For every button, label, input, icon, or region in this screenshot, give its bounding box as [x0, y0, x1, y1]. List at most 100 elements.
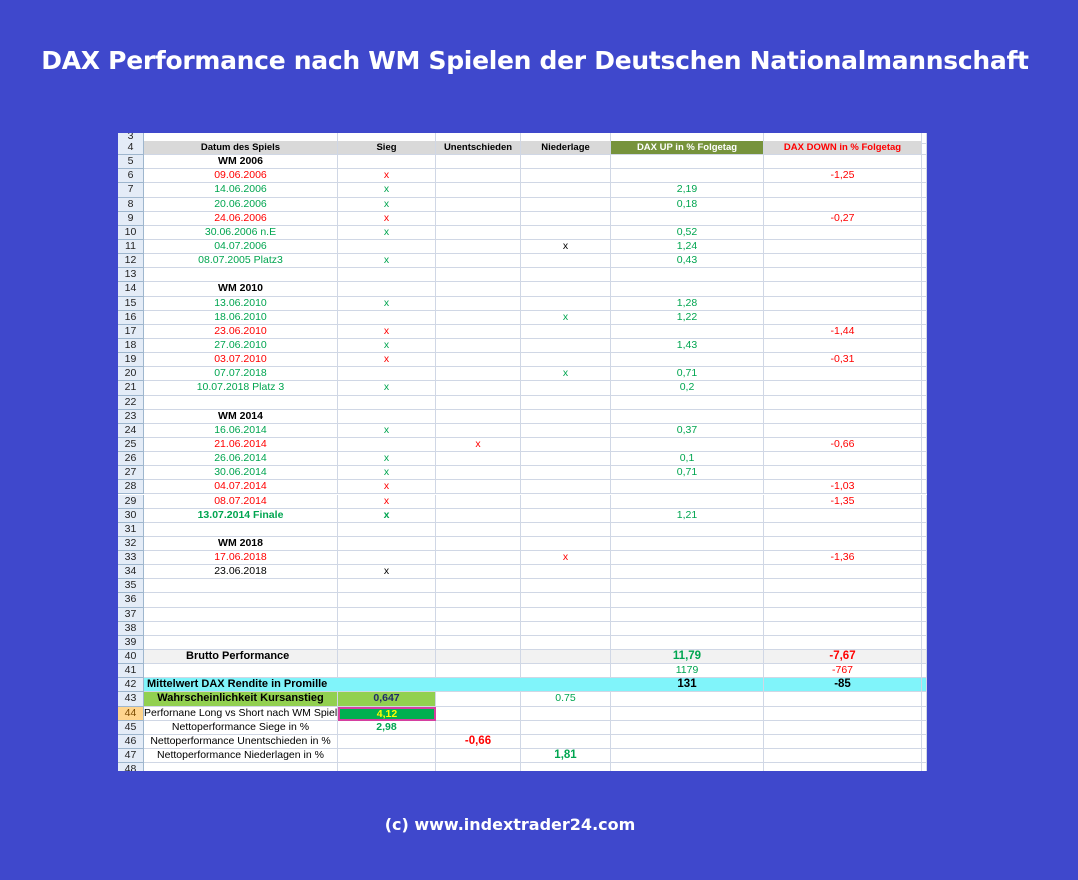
cell-extra[interactable]	[922, 664, 927, 679]
cell-win[interactable]: x	[338, 494, 436, 509]
cell-loss[interactable]: x	[521, 310, 611, 325]
cell-dax-down[interactable]	[764, 296, 922, 311]
cell-date[interactable]: 08.07.2005 Platz3	[144, 254, 338, 269]
cell-dax-down[interactable]: -0,31	[764, 353, 922, 368]
cell-date[interactable]: 08.07.2014	[144, 494, 338, 509]
row-number[interactable]: 37	[118, 607, 144, 622]
cell-loss[interactable]	[521, 296, 611, 311]
cell-extra[interactable]	[922, 706, 927, 721]
cell-extra[interactable]	[922, 169, 927, 184]
row-number[interactable]: 17	[118, 324, 144, 339]
cell-win[interactable]	[338, 268, 436, 283]
cell-win[interactable]	[338, 395, 436, 410]
cell-win[interactable]: x	[338, 381, 436, 396]
cell-extra[interactable]	[922, 579, 927, 594]
cell-dax-up[interactable]	[611, 522, 764, 537]
row-number[interactable]: 46	[118, 734, 144, 749]
cell-loss[interactable]	[521, 607, 611, 622]
row-number[interactable]: 20	[118, 367, 144, 382]
cell-date[interactable]: WM 2006	[144, 155, 338, 170]
cell-draw[interactable]	[436, 155, 521, 170]
cell-draw[interactable]	[436, 225, 521, 240]
cell-extra[interactable]	[922, 254, 927, 269]
cell-win[interactable]	[338, 621, 436, 636]
row-number[interactable]: 15	[118, 296, 144, 311]
cell-loss[interactable]	[521, 734, 611, 749]
row-number[interactable]: 4	[118, 141, 144, 156]
cell-win[interactable]: x	[338, 225, 436, 240]
cell-dax-down[interactable]	[764, 225, 922, 240]
cell-loss[interactable]	[521, 353, 611, 368]
cell-win[interactable]	[338, 155, 436, 170]
row-number[interactable]: 7	[118, 183, 144, 198]
cell-win[interactable]: x	[338, 254, 436, 269]
cell-draw[interactable]	[436, 692, 521, 707]
cell-dax-down[interactable]: -7,67	[764, 650, 922, 665]
cell-draw[interactable]	[436, 183, 521, 198]
cell-dax-up[interactable]	[611, 565, 764, 580]
cell-dax-down[interactable]	[764, 607, 922, 622]
column-header-loss[interactable]: Niederlage	[521, 141, 611, 156]
row-number[interactable]: 14	[118, 282, 144, 297]
cell-date[interactable]: 07.07.2018	[144, 367, 338, 382]
cell-dax-down[interactable]	[764, 381, 922, 396]
cell-extra[interactable]	[922, 239, 927, 255]
cell-date[interactable]: 10.07.2018 Platz 3	[144, 381, 338, 396]
cell-loss[interactable]	[521, 381, 611, 396]
cell-win[interactable]	[338, 409, 436, 424]
cell-loss[interactable]	[521, 536, 611, 552]
cell-dax-up[interactable]: 2,19	[611, 183, 764, 198]
row-number[interactable]: 12	[118, 254, 144, 269]
cell-extra[interactable]	[922, 593, 927, 608]
cell-win[interactable]	[338, 522, 436, 537]
cell-dax-down[interactable]: -1,35	[764, 494, 922, 509]
cell-date[interactable]: Nettoperformance Unentschieden in %	[144, 734, 338, 749]
cell-win[interactable]	[338, 650, 436, 665]
cell-dax-up[interactable]	[611, 282, 764, 297]
cell-extra[interactable]	[922, 409, 927, 424]
cell-extra[interactable]	[922, 621, 927, 636]
cell-win[interactable]: x	[338, 508, 436, 523]
cell-draw[interactable]	[436, 508, 521, 523]
cell-loss[interactable]	[521, 183, 611, 198]
cell-draw[interactable]: -0,66	[436, 734, 521, 749]
row-number[interactable]: 48	[118, 763, 144, 771]
row-number[interactable]: 45	[118, 720, 144, 735]
row-number[interactable]: 21	[118, 381, 144, 396]
cell-dax-up[interactable]	[611, 763, 764, 771]
cell-extra[interactable]	[922, 310, 927, 325]
cell-dax-down[interactable]	[764, 635, 922, 651]
cell-date[interactable]: WM 2010	[144, 282, 338, 297]
cell-date[interactable]	[144, 607, 338, 622]
cell-win[interactable]	[338, 239, 436, 255]
cell-draw[interactable]	[436, 353, 521, 368]
cell-draw[interactable]	[436, 480, 521, 495]
cell-win[interactable]	[338, 579, 436, 594]
cell-draw[interactable]: x	[436, 437, 521, 453]
cell-dax-up[interactable]	[611, 635, 764, 651]
cell-date[interactable]: 13.06.2010	[144, 296, 338, 311]
cell-extra[interactable]	[922, 423, 927, 438]
cell-loss[interactable]: x	[521, 367, 611, 382]
cell-loss[interactable]	[521, 678, 611, 693]
cell-draw[interactable]	[436, 678, 521, 693]
cell-dax-up[interactable]	[611, 211, 764, 226]
cell-win[interactable]	[338, 551, 436, 566]
cell-dax-up[interactable]	[611, 395, 764, 410]
cell-loss[interactable]: 1,81	[521, 749, 611, 764]
cell-loss[interactable]	[521, 565, 611, 580]
cell-date[interactable]: Nettoperformance Siege in %	[144, 720, 338, 735]
cell-dax-up[interactable]: 0,1	[611, 452, 764, 467]
cell-date[interactable]: 27.06.2010	[144, 338, 338, 354]
cell-loss[interactable]	[521, 763, 611, 771]
row-number[interactable]: 42	[118, 678, 144, 693]
cell-dax-down[interactable]	[764, 536, 922, 552]
cell-draw[interactable]	[436, 452, 521, 467]
cell-win[interactable]	[338, 367, 436, 382]
cell-dax-up[interactable]	[611, 692, 764, 707]
cell-dax-up[interactable]: 1,22	[611, 310, 764, 325]
cell-dax-up[interactable]: 0,52	[611, 225, 764, 240]
cell-dax-down[interactable]: -767	[764, 664, 922, 679]
cell-dax-down[interactable]	[764, 466, 922, 481]
row-number[interactable]: 6	[118, 169, 144, 184]
